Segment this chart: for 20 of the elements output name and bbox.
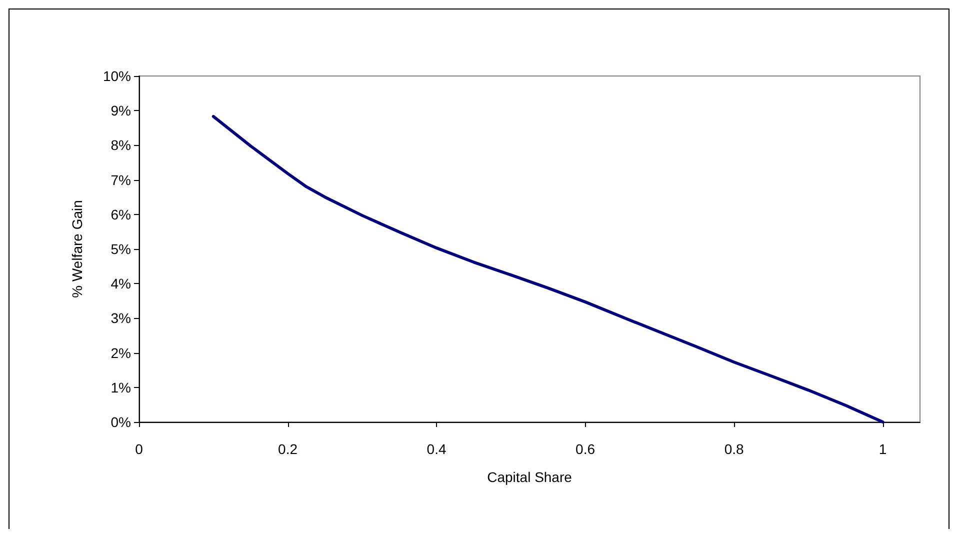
y-tick-label: 9% bbox=[110, 102, 131, 119]
x-axis-title: Capital Share bbox=[487, 469, 572, 485]
x-tick-label: 1 bbox=[878, 441, 887, 457]
line-series bbox=[212, 114, 884, 424]
y-tick-label: 0% bbox=[110, 414, 131, 430]
x-tick-label: 0.6 bbox=[576, 441, 596, 457]
y-tick-label: 7% bbox=[110, 172, 131, 188]
y-tick-label: 3% bbox=[110, 310, 131, 326]
y-axis-title: % Welfare Gain bbox=[69, 200, 85, 298]
y-tick-label: 5% bbox=[110, 241, 131, 257]
x-tick-label: 0.4 bbox=[426, 441, 446, 457]
y-tick-label: 1% bbox=[110, 379, 131, 396]
x-tick-label: 0.8 bbox=[724, 441, 744, 457]
x-tick-label: 0.2 bbox=[278, 441, 298, 457]
y-tick-label: 6% bbox=[110, 206, 131, 222]
y-tick-label: 4% bbox=[110, 276, 131, 292]
x-tick-label: 0 bbox=[135, 441, 144, 457]
y-tick-label: 10% bbox=[102, 68, 131, 84]
y-tick-label: 2% bbox=[110, 344, 131, 361]
y-tick-label: 8% bbox=[110, 137, 131, 154]
